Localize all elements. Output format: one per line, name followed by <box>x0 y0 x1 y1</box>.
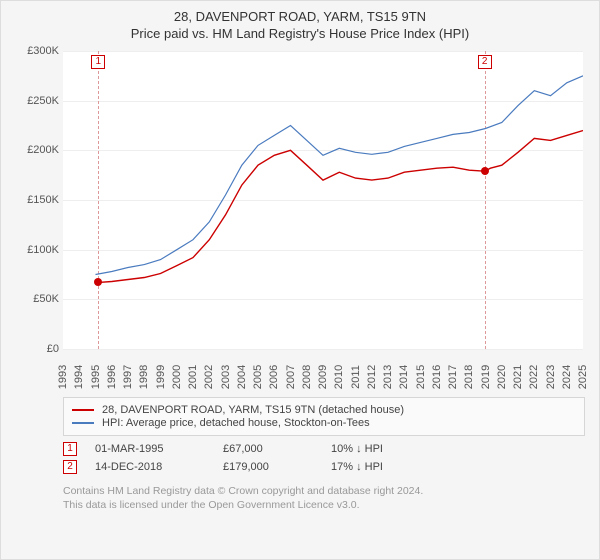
x-axis-label: 2024 <box>561 365 573 389</box>
x-axis-label: 1993 <box>57 365 69 389</box>
transaction-row: 1 01-MAR-1995 £67,000 10% ↓ HPI <box>63 442 585 456</box>
x-axis-label: 2000 <box>171 365 183 389</box>
legend-label: HPI: Average price, detached house, Stoc… <box>102 417 370 429</box>
y-axis-label: £100K <box>15 244 59 256</box>
x-axis-label: 2003 <box>220 365 232 389</box>
copyright-line2: This data is licensed under the Open Gov… <box>63 498 585 512</box>
transaction-price: £67,000 <box>223 443 313 455</box>
legend-swatch <box>72 422 94 424</box>
x-axis-label: 1999 <box>155 365 167 389</box>
y-axis-label: £50K <box>15 293 59 305</box>
x-axis-label: 2014 <box>398 365 410 389</box>
x-axis-label: 2005 <box>252 365 264 389</box>
x-axis-label: 1997 <box>122 365 134 389</box>
x-axis-label: 2008 <box>301 365 313 389</box>
x-axis-label: 2022 <box>528 365 540 389</box>
x-axis-label: 2021 <box>512 365 524 389</box>
transactions-table: 1 01-MAR-1995 £67,000 10% ↓ HPI 2 14-DEC-2018… <box>63 442 585 474</box>
x-axis-label: 1995 <box>90 365 102 389</box>
copyright-line1: Contains HM Land Registry data © Crown c… <box>63 484 585 498</box>
chart-marker: 2 <box>478 55 492 69</box>
transaction-price: £179,000 <box>223 461 313 473</box>
transaction-row: 2 14-DEC-2018 £179,000 17% ↓ HPI <box>63 460 585 474</box>
y-axis-label: £0 <box>15 343 59 355</box>
x-axis-label: 2019 <box>480 365 492 389</box>
x-axis-label: 2016 <box>431 365 443 389</box>
x-axis-label: 2004 <box>236 365 248 389</box>
chart-marker: 1 <box>91 55 105 69</box>
x-axis-label: 2009 <box>317 365 329 389</box>
price-point <box>94 278 102 286</box>
x-axis-label: 2020 <box>496 365 508 389</box>
chart-subtitle: Price paid vs. HM Land Registry's House … <box>1 26 599 41</box>
chart-container: 28, DAVENPORT ROAD, YARM, TS15 9TN Price… <box>0 0 600 560</box>
x-axis-label: 1996 <box>106 365 118 389</box>
x-axis-label: 2010 <box>333 365 345 389</box>
transaction-date: 01-MAR-1995 <box>95 443 205 455</box>
x-axis-label: 2023 <box>545 365 557 389</box>
price-point <box>481 167 489 175</box>
x-axis-label: 2013 <box>382 365 394 389</box>
legend-row: 28, DAVENPORT ROAD, YARM, TS15 9TN (deta… <box>72 404 576 416</box>
x-axis-label: 2015 <box>415 365 427 389</box>
transaction-delta: 17% ↓ HPI <box>331 461 383 473</box>
x-axis-label: 2002 <box>203 365 215 389</box>
chart-lines-svg <box>63 51 583 349</box>
chart-title-block: 28, DAVENPORT ROAD, YARM, TS15 9TN Price… <box>1 1 599 45</box>
transaction-marker: 1 <box>63 442 77 456</box>
x-axis-label: 2011 <box>350 365 362 389</box>
series-line <box>96 76 584 275</box>
y-axis-label: £300K <box>15 45 59 57</box>
x-axis-label: 2018 <box>463 365 475 389</box>
series-line <box>99 131 583 283</box>
plot-region: 12 <box>63 51 583 349</box>
y-axis-label: £250K <box>15 95 59 107</box>
transaction-marker: 2 <box>63 460 77 474</box>
x-axis-label: 2012 <box>366 365 378 389</box>
x-axis-label: 2025 <box>577 365 589 389</box>
chart-title: 28, DAVENPORT ROAD, YARM, TS15 9TN <box>1 9 599 24</box>
legend: 28, DAVENPORT ROAD, YARM, TS15 9TN (deta… <box>63 397 585 436</box>
legend-row: HPI: Average price, detached house, Stoc… <box>72 417 576 429</box>
x-axis-label: 2007 <box>285 365 297 389</box>
copyright: Contains HM Land Registry data © Crown c… <box>63 484 585 512</box>
chart-area: 12 £0£50K£100K£150K£200K£250K£300K199319… <box>15 51 585 391</box>
x-axis-label: 2001 <box>187 365 199 389</box>
x-axis-label: 1998 <box>138 365 150 389</box>
legend-swatch <box>72 409 94 411</box>
transaction-delta: 10% ↓ HPI <box>331 443 383 455</box>
y-axis-label: £150K <box>15 194 59 206</box>
x-axis-label: 2017 <box>447 365 459 389</box>
transaction-date: 14-DEC-2018 <box>95 461 205 473</box>
x-axis-label: 1994 <box>73 365 85 389</box>
x-axis-label: 2006 <box>268 365 280 389</box>
legend-label: 28, DAVENPORT ROAD, YARM, TS15 9TN (deta… <box>102 404 404 416</box>
y-axis-label: £200K <box>15 144 59 156</box>
